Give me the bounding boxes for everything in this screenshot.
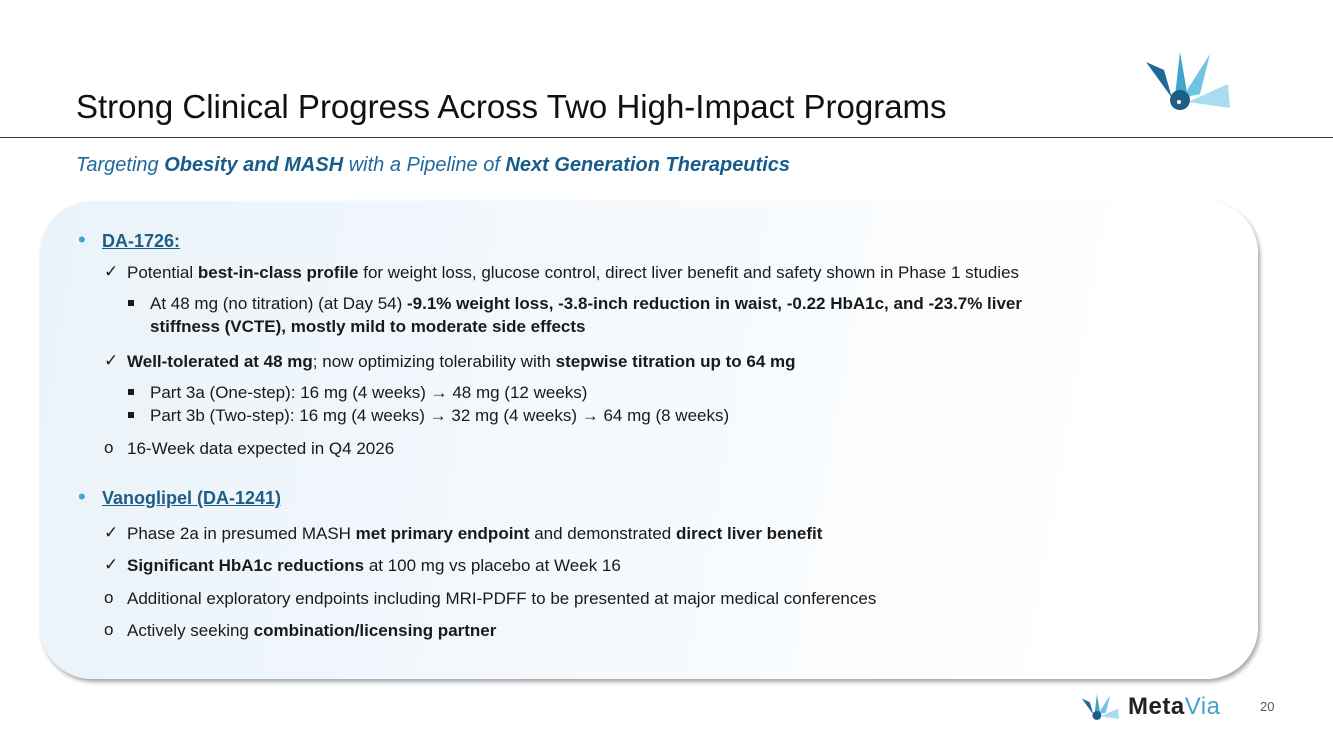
section-bullet: • [78,484,86,509]
list-item: Phase 2a in presumed MASH met primary en… [127,524,823,543]
check-mark: ✓ [104,523,119,542]
list-item: Part 3a (One-step): 16 mg (4 weeks) → 48… [150,383,588,402]
list-item: Actively seeking combination/licensing p… [127,621,497,640]
square-bullet [128,389,134,395]
list-item-continued: stiffness (VCTE), mostly mild to moderat… [150,317,586,336]
section-bullet: • [78,227,86,252]
section-heading-vanoglipel: Vanoglipel (DA-1241) [102,488,282,508]
list-item: Significant HbA1c reductions at 100 mg v… [127,556,621,575]
list-item: 16-Week data expected in Q4 2026 [127,439,395,458]
square-bullet [128,412,134,418]
circle-bullet: o [104,588,114,607]
check-mark: ✓ [104,555,119,574]
square-bullet [128,300,134,306]
page-number: 20 [1260,699,1275,714]
list-item: Additional exploratory endpoints includi… [127,589,877,608]
metavia-logo-icon [1146,52,1230,110]
circle-bullet: o [104,438,114,457]
brand-wordmark: MetaVia [1128,693,1221,720]
list-item: Potential best-in-class profile for weig… [127,263,1020,282]
list-item: Part 3b (Two-step): 16 mg (4 weeks) → 32… [150,406,730,425]
title-divider [0,137,1333,138]
section-heading-da1726: DA-1726: [102,231,181,251]
list-item: Well-tolerated at 48 mg; now optimizing … [127,352,796,371]
check-mark: ✓ [104,351,119,370]
page-title: Strong Clinical Progress Across Two High… [76,88,947,125]
list-item: At 48 mg (no titration) (at Day 54) -9.1… [150,294,1023,313]
check-mark: ✓ [104,262,119,281]
content-panel [40,201,1258,679]
metavia-logo-icon [1081,694,1120,720]
circle-bullet: o [104,620,114,639]
page-subtitle: Targeting Obesity and MASH with a Pipeli… [76,154,790,176]
